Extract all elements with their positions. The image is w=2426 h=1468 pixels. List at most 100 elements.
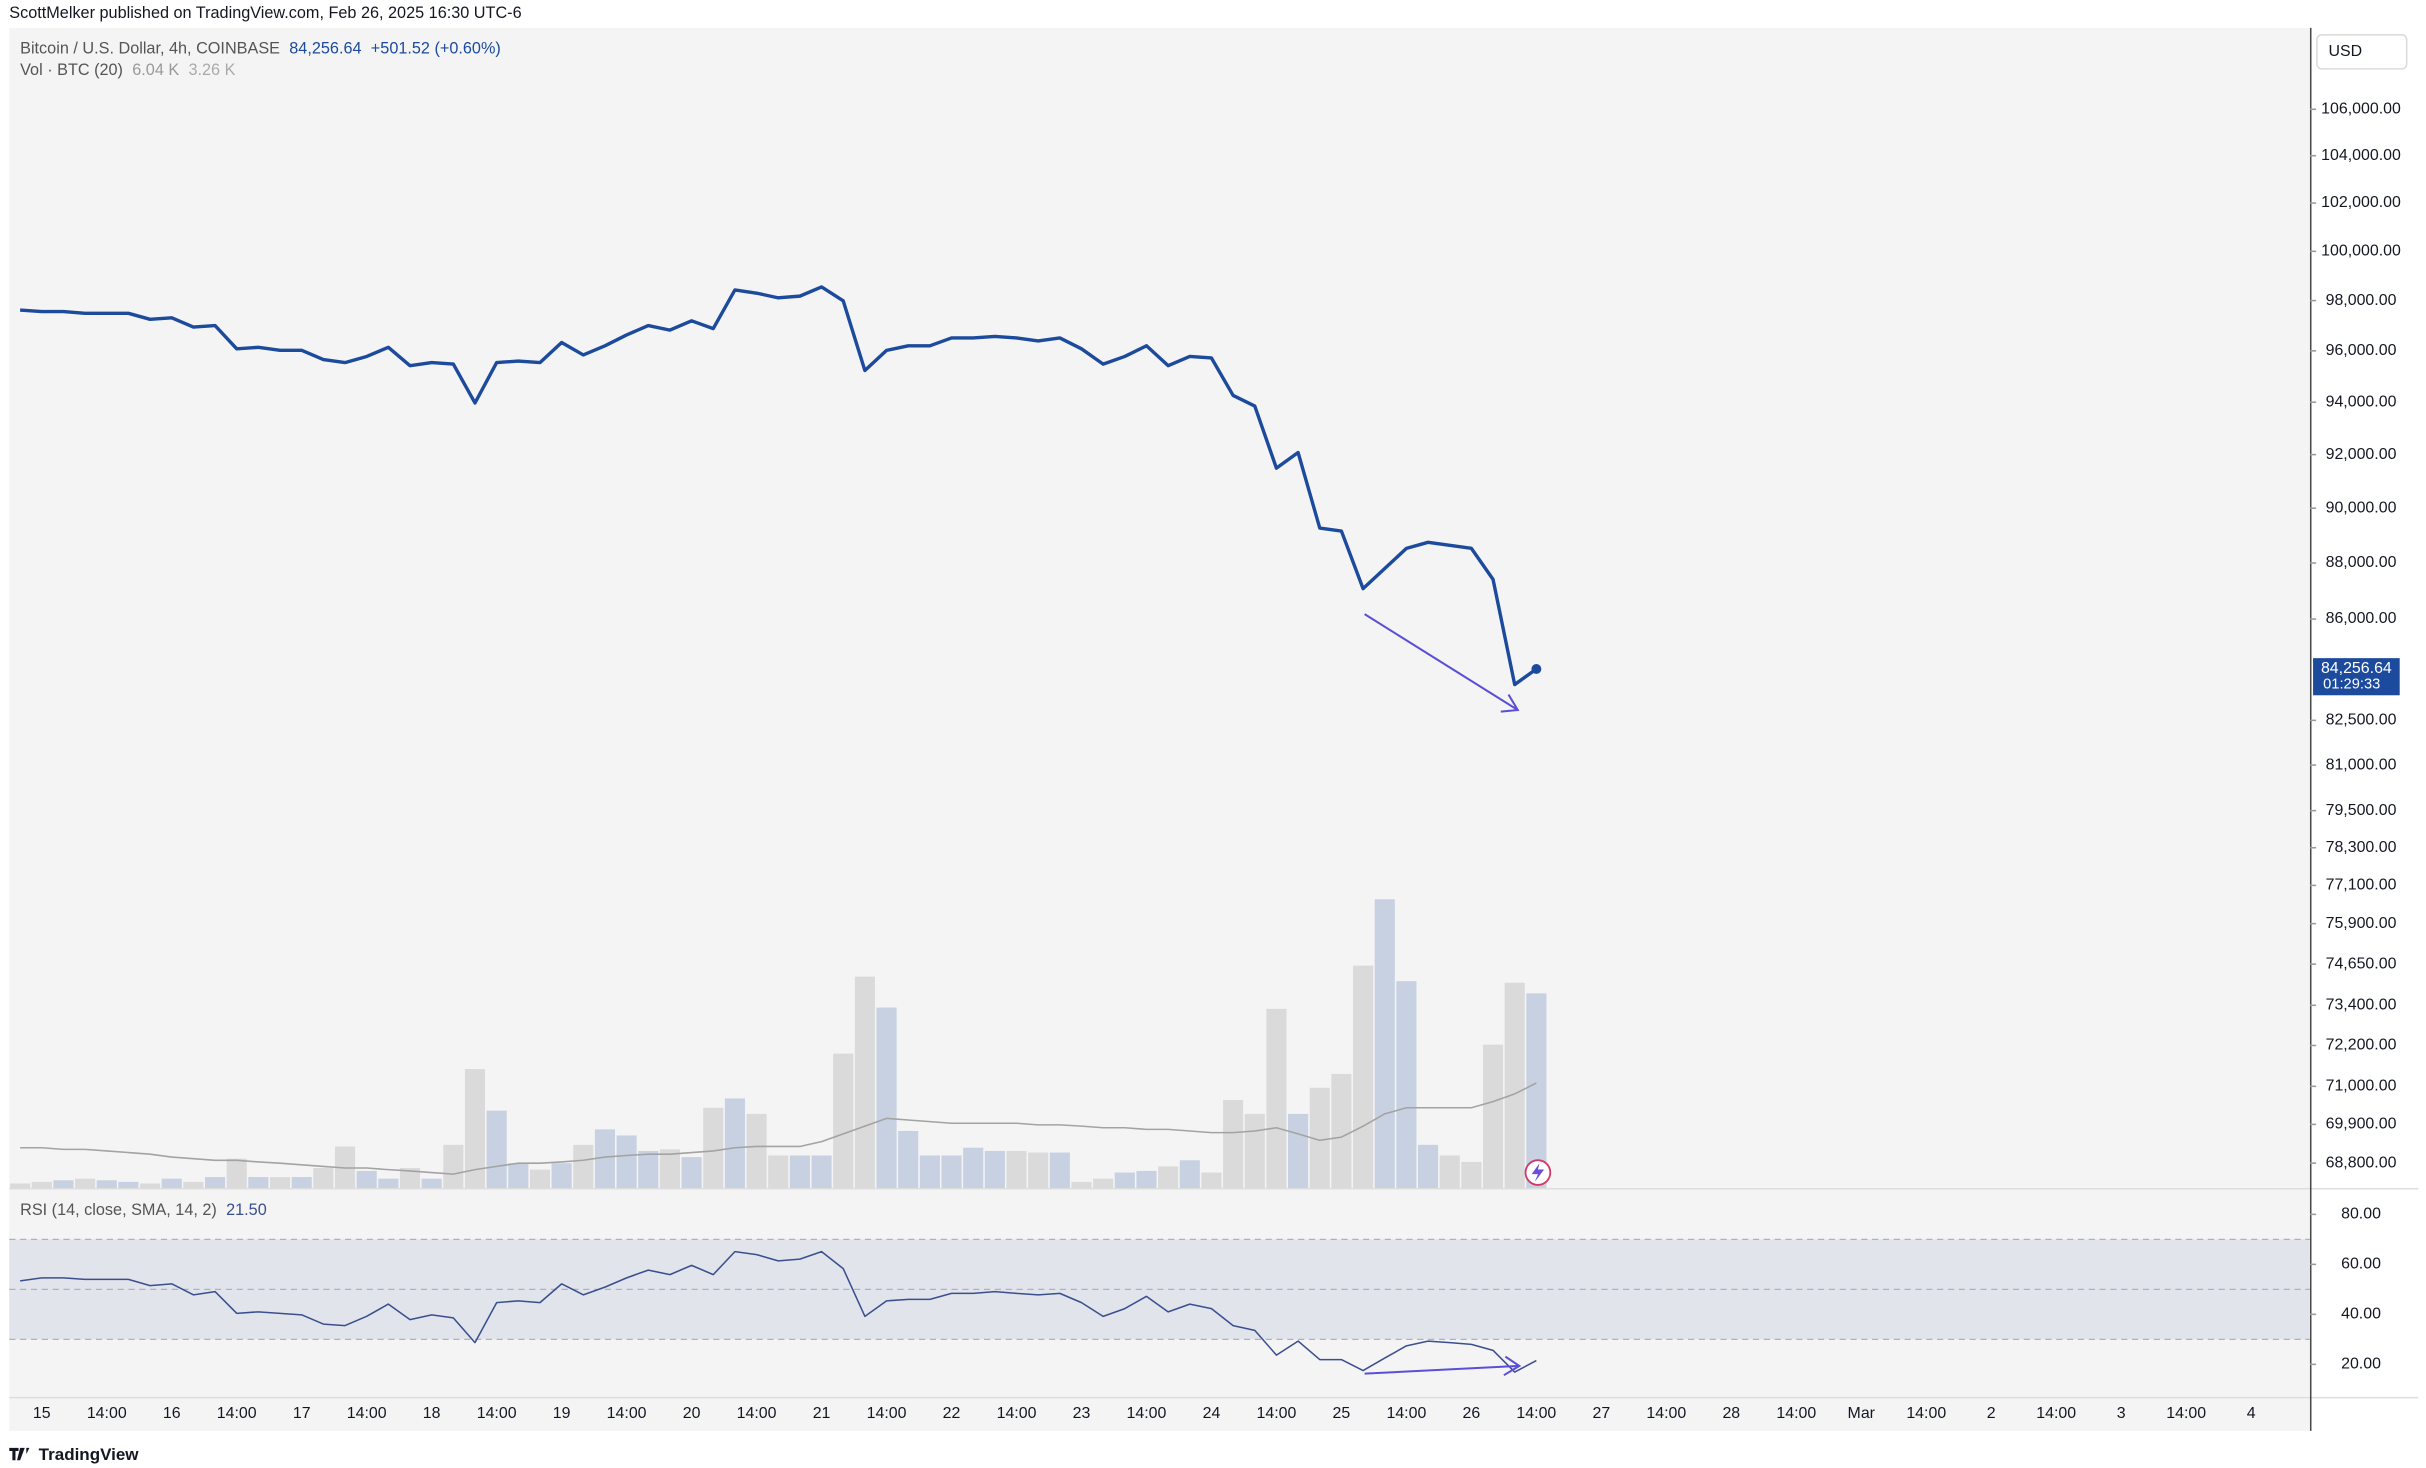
price-badge xyxy=(2313,658,2400,696)
x-tick-label: 16 xyxy=(163,1405,181,1422)
volume-bar xyxy=(1201,1172,1222,1189)
x-tick-label: 21 xyxy=(813,1405,831,1422)
volume-bar xyxy=(616,1135,637,1189)
volume-last: 6.04 K xyxy=(132,61,179,79)
volume-bar xyxy=(334,1146,356,1189)
y-tick-label: 94,000.00 xyxy=(2326,393,2397,410)
x-tick-label: Mar xyxy=(1848,1405,1876,1422)
volume-bar xyxy=(659,1149,680,1189)
indicator-icon[interactable] xyxy=(1524,1159,1552,1186)
volume-bar xyxy=(1179,1160,1200,1189)
x-tick-label: 14:00 xyxy=(1257,1405,1297,1422)
volume-bar xyxy=(313,1168,334,1189)
x-tick-label: 3 xyxy=(2117,1405,2126,1422)
x-tick-label: 20 xyxy=(683,1405,701,1422)
y-tick-label: 100,000.00 xyxy=(2321,243,2401,260)
symbol-title: Bitcoin / U.S. Dollar, 4h, COINBASE xyxy=(20,40,280,58)
rsi-trend-arrow xyxy=(1364,1364,1520,1375)
volume-ma-last: 3.26 K xyxy=(188,61,235,79)
volume-bar xyxy=(594,1129,616,1189)
y-tick-label: 79,500.00 xyxy=(2326,802,2397,819)
currency-unit[interactable]: USD xyxy=(2329,43,2363,60)
x-tick-label: 14:00 xyxy=(87,1405,127,1422)
price-trend-arrow xyxy=(1364,613,1519,711)
rsi-arrowhead xyxy=(1503,1355,1522,1377)
x-tick-label: 19 xyxy=(553,1405,571,1422)
y-tick-label: 92,000.00 xyxy=(2326,446,2397,463)
rsi-last: 21.50 xyxy=(226,1202,267,1220)
volume-bar xyxy=(1374,899,1395,1189)
x-tick-label: 26 xyxy=(1463,1405,1481,1422)
x-tick-label: 2 xyxy=(1987,1405,1996,1422)
series-line xyxy=(19,285,1538,687)
y-tick-label: 98,000.00 xyxy=(2326,292,2397,309)
volume-bar xyxy=(205,1177,226,1189)
publish-info: ScottMelker published on TradingView.com… xyxy=(9,4,521,22)
volume-bar xyxy=(1439,1155,1460,1189)
volume-bar xyxy=(1482,1044,1504,1189)
volume-bar xyxy=(96,1180,117,1189)
chart-background xyxy=(9,27,2310,1431)
y-tick-label: 69,900.00 xyxy=(2326,1116,2397,1133)
price-legend: Bitcoin / U.S. Dollar, 4h, COINBASE 84,25… xyxy=(20,40,501,58)
y-tick-label: 74,650.00 xyxy=(2326,955,2397,972)
volume-bar xyxy=(1266,1008,1287,1189)
volume-bar xyxy=(1028,1152,1049,1189)
x-tick-label: 14:00 xyxy=(2166,1405,2206,1422)
volume-bar xyxy=(1288,1113,1309,1189)
y-tick-label: 60.00 xyxy=(2341,1256,2381,1273)
volume-bar xyxy=(443,1144,464,1189)
x-tick-label: 14:00 xyxy=(867,1405,907,1422)
y-tick-label: 20.00 xyxy=(2341,1356,2381,1373)
y-tick-label: 80.00 xyxy=(2341,1206,2381,1223)
volume-bar xyxy=(529,1169,551,1189)
x-tick-label: 24 xyxy=(1203,1405,1221,1422)
volume-bar xyxy=(833,1053,854,1189)
volume-bar xyxy=(1244,1113,1265,1189)
icon-bolt[interactable] xyxy=(1531,1163,1545,1182)
volume-bar xyxy=(140,1183,161,1189)
x-tick-label: 14:00 xyxy=(1516,1405,1556,1422)
volume-bar xyxy=(1093,1178,1114,1189)
volume-title: Vol · BTC (20) xyxy=(20,61,123,79)
volume-bar xyxy=(573,1144,594,1189)
volume-bar xyxy=(638,1150,659,1189)
brand-name: TradingView xyxy=(39,1445,140,1464)
volume-bar xyxy=(31,1181,52,1189)
price-badge-value: 84,256.64 xyxy=(2321,660,2392,677)
volume-bar xyxy=(746,1113,767,1189)
y-tick-label: 71,000.00 xyxy=(2326,1078,2397,1095)
volume-bar xyxy=(464,1069,486,1189)
logo-mark xyxy=(9,1447,30,1461)
x-tick-label: 18 xyxy=(423,1405,441,1422)
drawing-annotations xyxy=(1364,613,1522,1377)
volume-bar xyxy=(486,1110,507,1189)
volume-bar xyxy=(1461,1161,1482,1189)
y-tick-label: 96,000.00 xyxy=(2326,342,2397,359)
x-tick-label: 14:00 xyxy=(1906,1405,1946,1422)
price-countdown: 01:29:33 xyxy=(2323,676,2380,692)
volume-bar xyxy=(356,1170,377,1189)
volume-bar xyxy=(1006,1150,1027,1189)
currency-box[interactable] xyxy=(2316,34,2408,70)
x-tick-label: 14:00 xyxy=(737,1405,777,1422)
rsi-title: RSI (14, close, SMA, 14, 2) xyxy=(20,1202,217,1220)
volume-bar xyxy=(1071,1181,1092,1189)
price-axis-background xyxy=(2309,27,2419,1431)
last-price: 84,256.64 xyxy=(289,40,361,58)
x-tick-label: 14:00 xyxy=(1386,1405,1426,1422)
y-tick-label: 86,000.00 xyxy=(2326,610,2397,627)
volume-bar xyxy=(898,1130,919,1189)
volume-bar xyxy=(1136,1170,1157,1189)
x-tick-label: 28 xyxy=(1722,1405,1740,1422)
volume-bar xyxy=(269,1177,291,1189)
volume-bar xyxy=(378,1178,399,1189)
volume-bar xyxy=(854,976,875,1189)
volume-bar xyxy=(53,1180,74,1189)
volume-bar xyxy=(681,1157,702,1189)
y-tick-label: 77,100.00 xyxy=(2326,877,2397,894)
volume-legend: Vol · BTC (20) 6.04 K 3.26 K xyxy=(20,61,235,79)
x-tick-label: 14:00 xyxy=(607,1405,647,1422)
volume-bar xyxy=(226,1158,247,1189)
foreground-layer: 15 14:00 16 14:00 17 14:00 18 14:00 19 14:00 20 14:… xyxy=(33,100,2401,1422)
